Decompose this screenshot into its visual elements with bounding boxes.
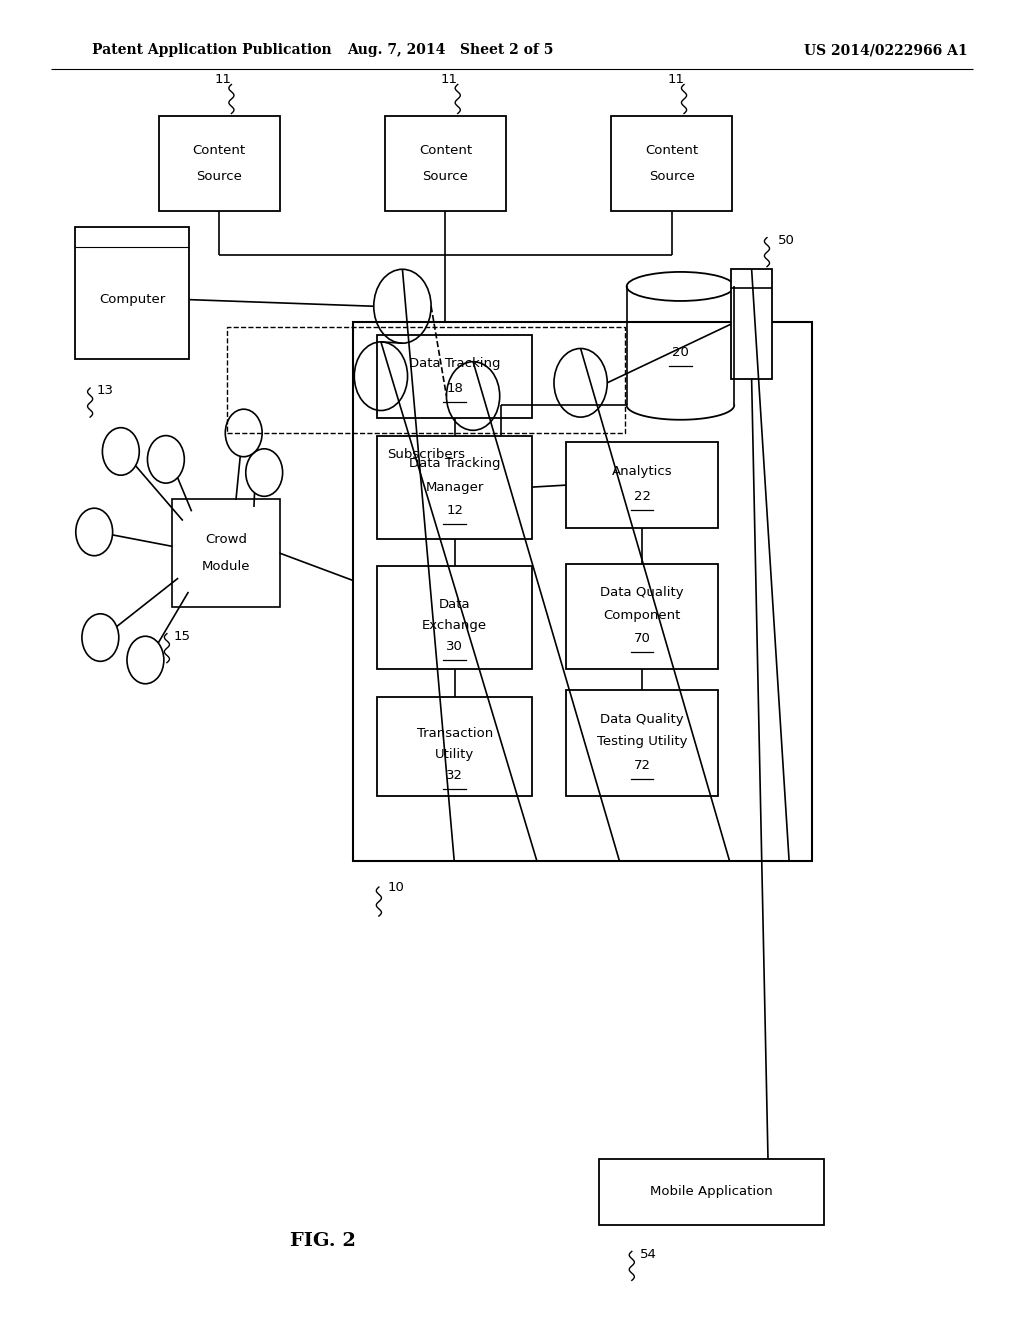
Bar: [599, 1159, 824, 1225]
Text: 22: 22: [634, 491, 650, 503]
Text: Computer: Computer: [99, 293, 165, 306]
Text: 11: 11: [441, 73, 458, 86]
Text: FIG. 2: FIG. 2: [290, 1232, 355, 1250]
Bar: [377, 697, 532, 796]
Text: Testing Utility: Testing Utility: [597, 735, 687, 748]
Text: Content: Content: [419, 144, 472, 157]
Text: 18: 18: [446, 383, 463, 395]
Text: Source: Source: [197, 170, 242, 183]
Text: 20: 20: [672, 346, 689, 359]
Bar: [377, 566, 532, 669]
Text: 54: 54: [640, 1247, 656, 1261]
Bar: [611, 116, 732, 211]
Text: Content: Content: [645, 144, 698, 157]
Text: Data Tracking: Data Tracking: [409, 358, 501, 370]
Bar: [353, 322, 812, 861]
Text: Utility: Utility: [435, 748, 474, 760]
Text: Crowd: Crowd: [205, 533, 247, 546]
Text: Data Quality: Data Quality: [600, 713, 684, 726]
Text: US 2014/0222966 A1: US 2014/0222966 A1: [804, 44, 968, 57]
Text: 15: 15: [174, 630, 190, 643]
Text: Transaction: Transaction: [417, 727, 493, 739]
Bar: [377, 335, 532, 418]
Text: 13: 13: [97, 384, 114, 397]
Bar: [566, 442, 718, 528]
Text: 72: 72: [634, 759, 650, 772]
Text: Module: Module: [202, 560, 250, 573]
Text: Manager: Manager: [425, 480, 484, 494]
Bar: [385, 116, 506, 211]
Bar: [75, 227, 189, 359]
Text: Analytics: Analytics: [611, 466, 673, 478]
Bar: [377, 436, 532, 539]
Text: Component: Component: [603, 609, 681, 622]
Text: 32: 32: [446, 770, 463, 781]
Ellipse shape: [627, 272, 734, 301]
Text: Data Tracking: Data Tracking: [409, 457, 501, 470]
Text: 50: 50: [778, 234, 795, 247]
Text: 70: 70: [634, 632, 650, 645]
Text: 12: 12: [446, 504, 463, 517]
Text: 11: 11: [215, 73, 231, 86]
Text: 10: 10: [388, 880, 404, 894]
Text: Mobile Application: Mobile Application: [650, 1185, 773, 1199]
Bar: [159, 116, 280, 211]
Text: Subscribers: Subscribers: [387, 447, 465, 461]
Text: Patent Application Publication: Patent Application Publication: [92, 44, 332, 57]
Text: 30: 30: [446, 640, 463, 653]
Text: Source: Source: [649, 170, 694, 183]
Bar: [731, 269, 772, 379]
Text: Source: Source: [423, 170, 468, 183]
Text: Aug. 7, 2014   Sheet 2 of 5: Aug. 7, 2014 Sheet 2 of 5: [347, 44, 554, 57]
Text: Data: Data: [439, 598, 470, 611]
Bar: [172, 499, 280, 607]
Text: Exchange: Exchange: [422, 619, 487, 632]
Bar: [227, 327, 625, 433]
Text: Content: Content: [193, 144, 246, 157]
Text: Data Quality: Data Quality: [600, 586, 684, 599]
Bar: [566, 690, 718, 796]
Text: 11: 11: [668, 73, 684, 86]
Bar: [566, 564, 718, 669]
